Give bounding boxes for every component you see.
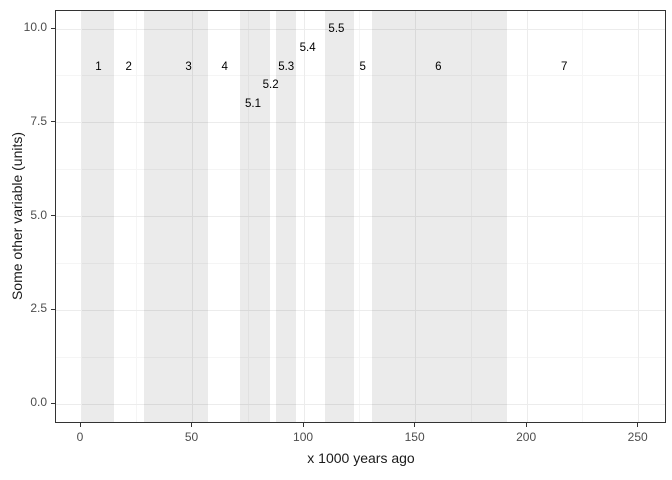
y-tick-mark (51, 215, 55, 217)
y-minor-gridline (56, 75, 665, 77)
stage-label: 5 (359, 60, 366, 73)
stage-label: 1 (95, 60, 102, 73)
y-major-gridline (56, 403, 665, 405)
stage-label: 5.5 (328, 23, 345, 36)
y-tick-label: 7.5 (30, 113, 47, 128)
x-tick-label: 50 (184, 430, 199, 444)
stage-label: 4 (221, 60, 228, 73)
x-tick-mark (637, 423, 639, 427)
x-tick-label: 100 (293, 430, 314, 444)
y-major-gridline (56, 309, 665, 311)
stage-label: 5.4 (299, 41, 316, 54)
x-tick-label: 150 (404, 430, 425, 444)
y-major-gridline (56, 216, 665, 218)
x-tick-mark (414, 423, 416, 427)
y-tick-mark (51, 308, 55, 310)
x-tick-mark (79, 423, 81, 427)
y-tick-mark (51, 27, 55, 29)
highlight-band (325, 11, 355, 422)
stage-label: 7 (560, 60, 568, 73)
highlight-band (82, 11, 114, 422)
stage-label: 3 (185, 60, 192, 73)
y-minor-gridline (56, 356, 665, 358)
highlight-band (276, 11, 297, 422)
stage-label: 2 (125, 60, 132, 73)
stage-label: 5.3 (278, 60, 295, 73)
y-tick-label: 10.0 (23, 20, 47, 35)
stage-label: 6 (435, 60, 442, 73)
y-major-gridline (56, 28, 665, 30)
stage-label: 5.2 (262, 79, 279, 92)
x-tick-mark (302, 423, 304, 427)
y-minor-gridline (56, 169, 665, 171)
x-tick-label: 0 (76, 430, 84, 444)
x-axis-title: x 1000 years ago (307, 450, 415, 466)
highlight-band (239, 11, 270, 422)
y-tick-mark (51, 402, 55, 404)
highlight-band (372, 11, 508, 422)
x-tick-label: 250 (627, 430, 648, 444)
x-tick-mark (525, 423, 527, 427)
y-minor-gridline (56, 262, 665, 264)
y-tick-label: 5.0 (30, 207, 47, 222)
x-tick-label: 200 (516, 430, 537, 444)
y-tick-mark (51, 121, 55, 123)
highlight-band (144, 11, 209, 422)
plot-panel: 1 2 3 4 5.1 5.2 5.3 5.4 5.5 5 6 7 (55, 10, 666, 423)
stage-label: 5.1 (244, 98, 261, 111)
y-tick-label: 0.0 (30, 395, 47, 409)
x-tick-mark (191, 423, 193, 427)
y-major-gridline (56, 122, 665, 124)
y-tick-label: 2.5 (30, 301, 47, 316)
